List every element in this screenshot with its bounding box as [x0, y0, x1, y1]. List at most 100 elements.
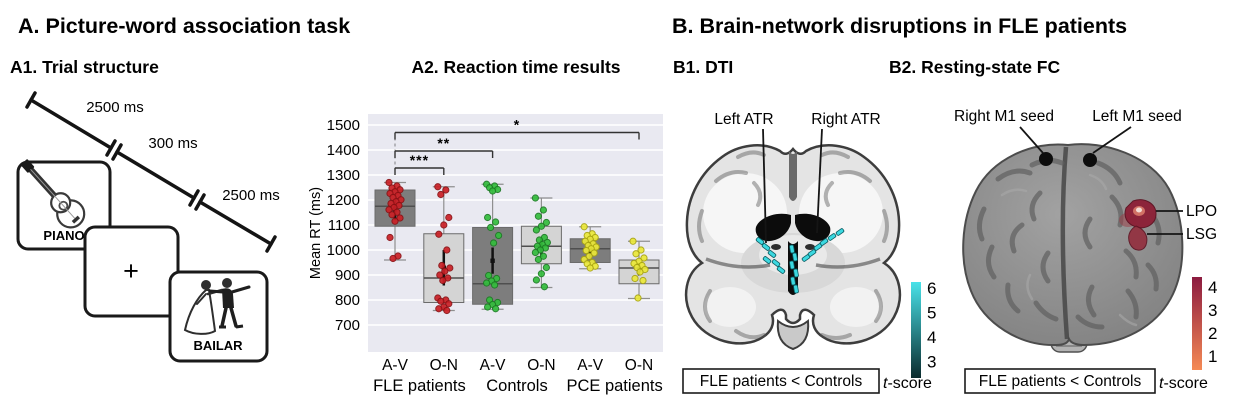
condition-label: A-V: [480, 357, 507, 374]
data-point: [441, 267, 449, 275]
data-point: [636, 268, 644, 276]
data-point: [539, 206, 547, 214]
condition-label: A-V: [382, 357, 409, 374]
data-point: [580, 223, 588, 231]
tract-highlight-dash: [793, 284, 799, 294]
data-point: [485, 271, 493, 280]
card-word-piano: PIANO: [43, 228, 84, 243]
colorbar-tick-label: 2: [1208, 324, 1217, 343]
panel-b1-title: B1. DTI: [673, 57, 734, 77]
tract-highlight-dash: [771, 259, 781, 267]
y-tick-label: 1000: [327, 242, 360, 259]
fc-tscore-label: t-score: [1159, 375, 1208, 392]
data-point: [640, 254, 648, 262]
stimulus-card-piano: PIANO: [16, 159, 112, 251]
condition-label: O-N: [527, 357, 555, 374]
guitar-drawing-icon: [20, 159, 86, 229]
data-point: [489, 187, 497, 195]
left-atr-label: Left ATR: [714, 111, 773, 128]
atr-tract-highlights: [755, 228, 845, 294]
colorbar-tick-label: 6: [927, 279, 936, 298]
dti-colorbar: 6 5 4 3: [911, 279, 936, 378]
left-m1-pointer-line: [1092, 126, 1132, 154]
timeline-duration-3: 2500 ms: [222, 187, 280, 204]
data-point: [434, 183, 442, 191]
condition-label: O-N: [430, 357, 458, 374]
y-tick-label: 700: [335, 317, 360, 334]
data-point: [483, 279, 491, 287]
condition-label: A-V: [577, 357, 604, 374]
data-point: [531, 194, 539, 202]
data-point: [442, 186, 450, 194]
colorbar-tick-label: 4: [1208, 278, 1217, 297]
colorbar-tick-label: 3: [927, 353, 936, 372]
data-point: [487, 223, 495, 232]
data-point: [582, 246, 590, 255]
tract-highlight-dash: [789, 260, 795, 270]
data-point: [389, 254, 397, 263]
panel-a1-title: A1. Trial structure: [10, 57, 159, 77]
data-point: [386, 233, 394, 242]
data-point: [435, 230, 443, 238]
data-point: [445, 300, 453, 308]
colorbar-tick-label: 5: [927, 304, 936, 323]
data-point: [590, 249, 598, 257]
data-point: [531, 248, 539, 257]
data-point: [443, 306, 451, 315]
tract-highlight-dash: [767, 250, 777, 258]
trial-structure-diagram: 2500 ms 300 ms 2500 ms PIANO +: [16, 91, 280, 363]
data-point: [537, 222, 545, 230]
panel-a2-title: A2. Reaction time results: [411, 57, 621, 77]
dti-tscore-label: t-score: [883, 375, 932, 392]
left-m1-seed-marker: [1083, 153, 1097, 167]
data-point: [539, 252, 547, 260]
data-point: [495, 231, 503, 240]
colorbar-tick-label: 3: [1208, 301, 1217, 320]
data-point: [436, 271, 444, 279]
data-point: [534, 212, 542, 220]
data-point: [639, 276, 647, 285]
y-tick-label: 1500: [327, 117, 360, 134]
data-point: [492, 305, 500, 313]
trial-timeline: 2500 ms 300 ms 2500 ms: [25, 91, 280, 253]
data-point: [534, 255, 542, 264]
group-label: FLE patients: [373, 377, 466, 395]
data-point: [484, 303, 492, 311]
data-point: [396, 214, 404, 222]
y-tick-label: 1100: [328, 217, 360, 234]
group-label: Controls: [486, 377, 547, 395]
data-point: [532, 226, 540, 234]
fc-cluster: [1119, 199, 1157, 251]
data-point: [629, 237, 637, 245]
dti-panel: Left ATR Right ATR 6 5 4 3 FLE patients < C…: [682, 111, 936, 394]
data-point: [440, 221, 448, 229]
resting-state-fc-panel: Right M1 seed Left M1 seed LPO LSG 4321 …: [954, 108, 1217, 394]
data-point: [391, 217, 399, 225]
left-m1-seed-label: Left M1 seed: [1092, 108, 1182, 125]
tract-highlight-dash: [792, 252, 798, 262]
data-point: [537, 270, 545, 278]
condition-label: O-N: [625, 357, 653, 374]
data-point: [542, 263, 550, 272]
tract-highlight-dash: [762, 256, 772, 264]
colorbar-bar: [1192, 277, 1202, 370]
dti-contrast-label: FLE patients < Controls: [700, 373, 863, 390]
data-point: [491, 281, 499, 289]
timeline-duration-1: 2500 ms: [86, 99, 144, 116]
tract-highlight-dash: [819, 238, 829, 246]
dti-contrast-box: [682, 368, 880, 394]
stimulus-card-bailar: BAILAR: [168, 270, 269, 363]
data-point: [443, 246, 451, 254]
fc-contrast-box: [964, 368, 1156, 394]
significance-stars: *: [514, 117, 520, 133]
dancing-couple-icon: [183, 278, 251, 335]
tract-highlight-dash: [755, 237, 765, 245]
y-tick-label: 1300: [327, 167, 360, 184]
reaction-time-boxplot: 700 800 900 1000 1100 1200 1300 1400 1500 Mean RT…: [308, 114, 663, 395]
fc-colorbar: 4 3 2 1: [1192, 277, 1217, 370]
panel-b-title: B. Brain-network disruptions in FLE pati…: [672, 14, 1128, 38]
y-tick-label: 900: [335, 267, 360, 284]
right-m1-pointer-line: [1019, 126, 1044, 154]
data-point: [634, 294, 642, 302]
